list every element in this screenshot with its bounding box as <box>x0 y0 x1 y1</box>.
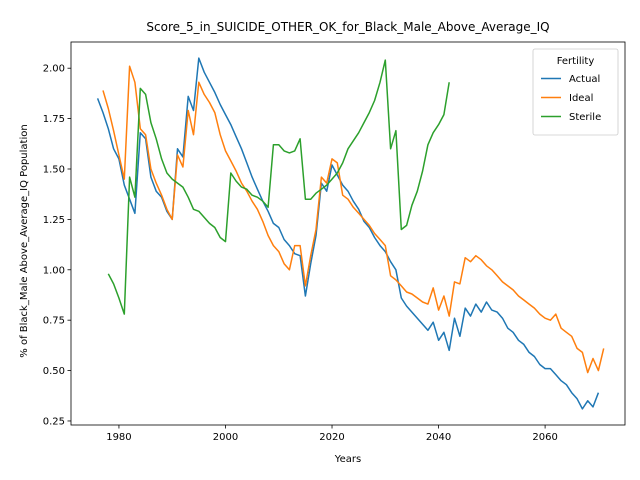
chart-title: Score_5_in_SUICIDE_OTHER_OK_for_Black_Ma… <box>146 20 549 34</box>
y-tick-label: 0.75 <box>43 316 65 327</box>
legend: Fertility Actual Ideal Sterile <box>532 48 619 136</box>
legend-items: Actual Ideal Sterile <box>541 74 601 123</box>
plot-area <box>70 41 626 426</box>
series-lines <box>96 57 605 410</box>
legend-title: Fertility <box>557 56 595 67</box>
x-tick-label: 2060 <box>532 432 557 443</box>
y-tick-label: 0.25 <box>43 416 65 427</box>
y-tick-label: 1.25 <box>43 215 65 226</box>
x-axis: 1980 2000 2020 2040 2060 <box>106 425 558 443</box>
plot-frame <box>70 41 626 426</box>
y-axis: 0.25 0.50 0.75 1.00 1.25 1.50 1.75 2.00 <box>43 64 71 427</box>
legend-label-actual: Actual <box>569 74 600 85</box>
legend-label-ideal: Ideal <box>569 93 593 104</box>
y-tick-label: 1.75 <box>43 114 65 125</box>
y-tick-label: 0.50 <box>43 366 65 377</box>
x-tick-label: 2040 <box>426 432 451 443</box>
legend-label-sterile: Sterile <box>569 112 601 123</box>
series-line-actual <box>96 57 600 410</box>
series-line-ideal <box>102 65 605 374</box>
x-axis-label: Years <box>334 454 361 465</box>
y-axis-label: % of Black_Male Above_Average_IQ Populat… <box>19 124 30 357</box>
x-tick-label: 2000 <box>213 432 238 443</box>
series-line-sterile <box>107 59 450 315</box>
y-tick-label: 1.50 <box>43 164 65 175</box>
x-tick-label: 1980 <box>106 432 131 443</box>
legend-box <box>532 48 619 136</box>
x-tick-label: 2020 <box>319 432 344 443</box>
y-tick-label: 2.00 <box>43 64 65 75</box>
y-tick-label: 1.00 <box>43 265 65 276</box>
